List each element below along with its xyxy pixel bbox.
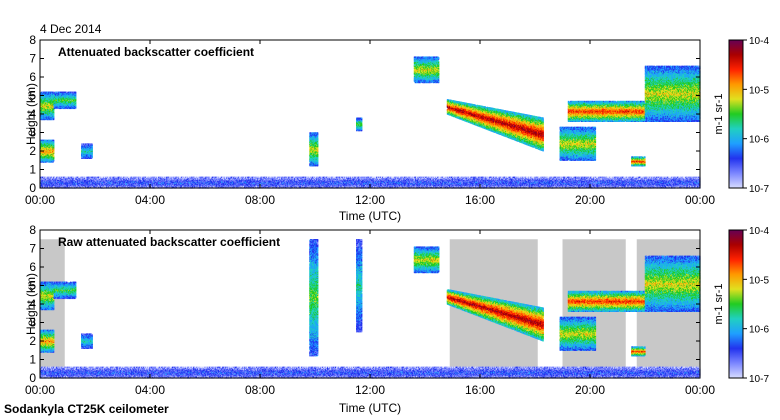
ceilometer-figure: 4 Dec 2014 Sodankyla CT25K ceilometer 00… <box>0 0 780 420</box>
panel-attenuated-backscatter: 00:00 04:00 08:00 12:00 16:00 20:00 00:0001234… <box>24 33 769 223</box>
date-label: 4 Dec 2014 <box>40 22 102 36</box>
instrument-label: Sodankyla CT25K ceilometer <box>4 402 169 416</box>
